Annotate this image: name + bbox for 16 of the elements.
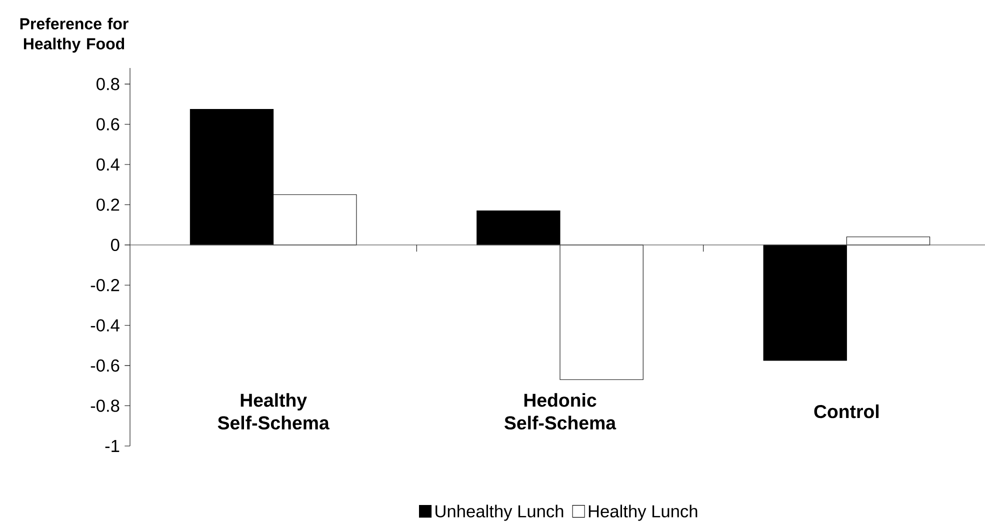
x-tick-label: Control (814, 404, 879, 418)
legend-label: Unhealthy Lunch (436, 504, 564, 521)
y-tick-label: 0.2 (96, 198, 120, 211)
y-tick-label: -0.4 (90, 319, 120, 332)
y-axis-title: Preference for Healthy Food (20, 18, 128, 53)
x-tick-label: Healthy Self-Schema (218, 393, 330, 430)
y-tick-label: -0.6 (90, 359, 120, 372)
y-tick-label: 0.8 (96, 78, 120, 90)
y-tick-label: -1 (105, 440, 120, 452)
y-tick-label: -0.8 (90, 400, 120, 412)
y-tick-label: 0 (110, 238, 120, 252)
x-tick-label: Hedonic Self-Schema (504, 393, 616, 430)
y-tick-label: 0.6 (96, 118, 120, 130)
legend-label: Healthy Lunch (588, 504, 698, 521)
y-tick-label: -0.2 (90, 278, 120, 292)
y-tick-label: 0.4 (96, 158, 120, 171)
